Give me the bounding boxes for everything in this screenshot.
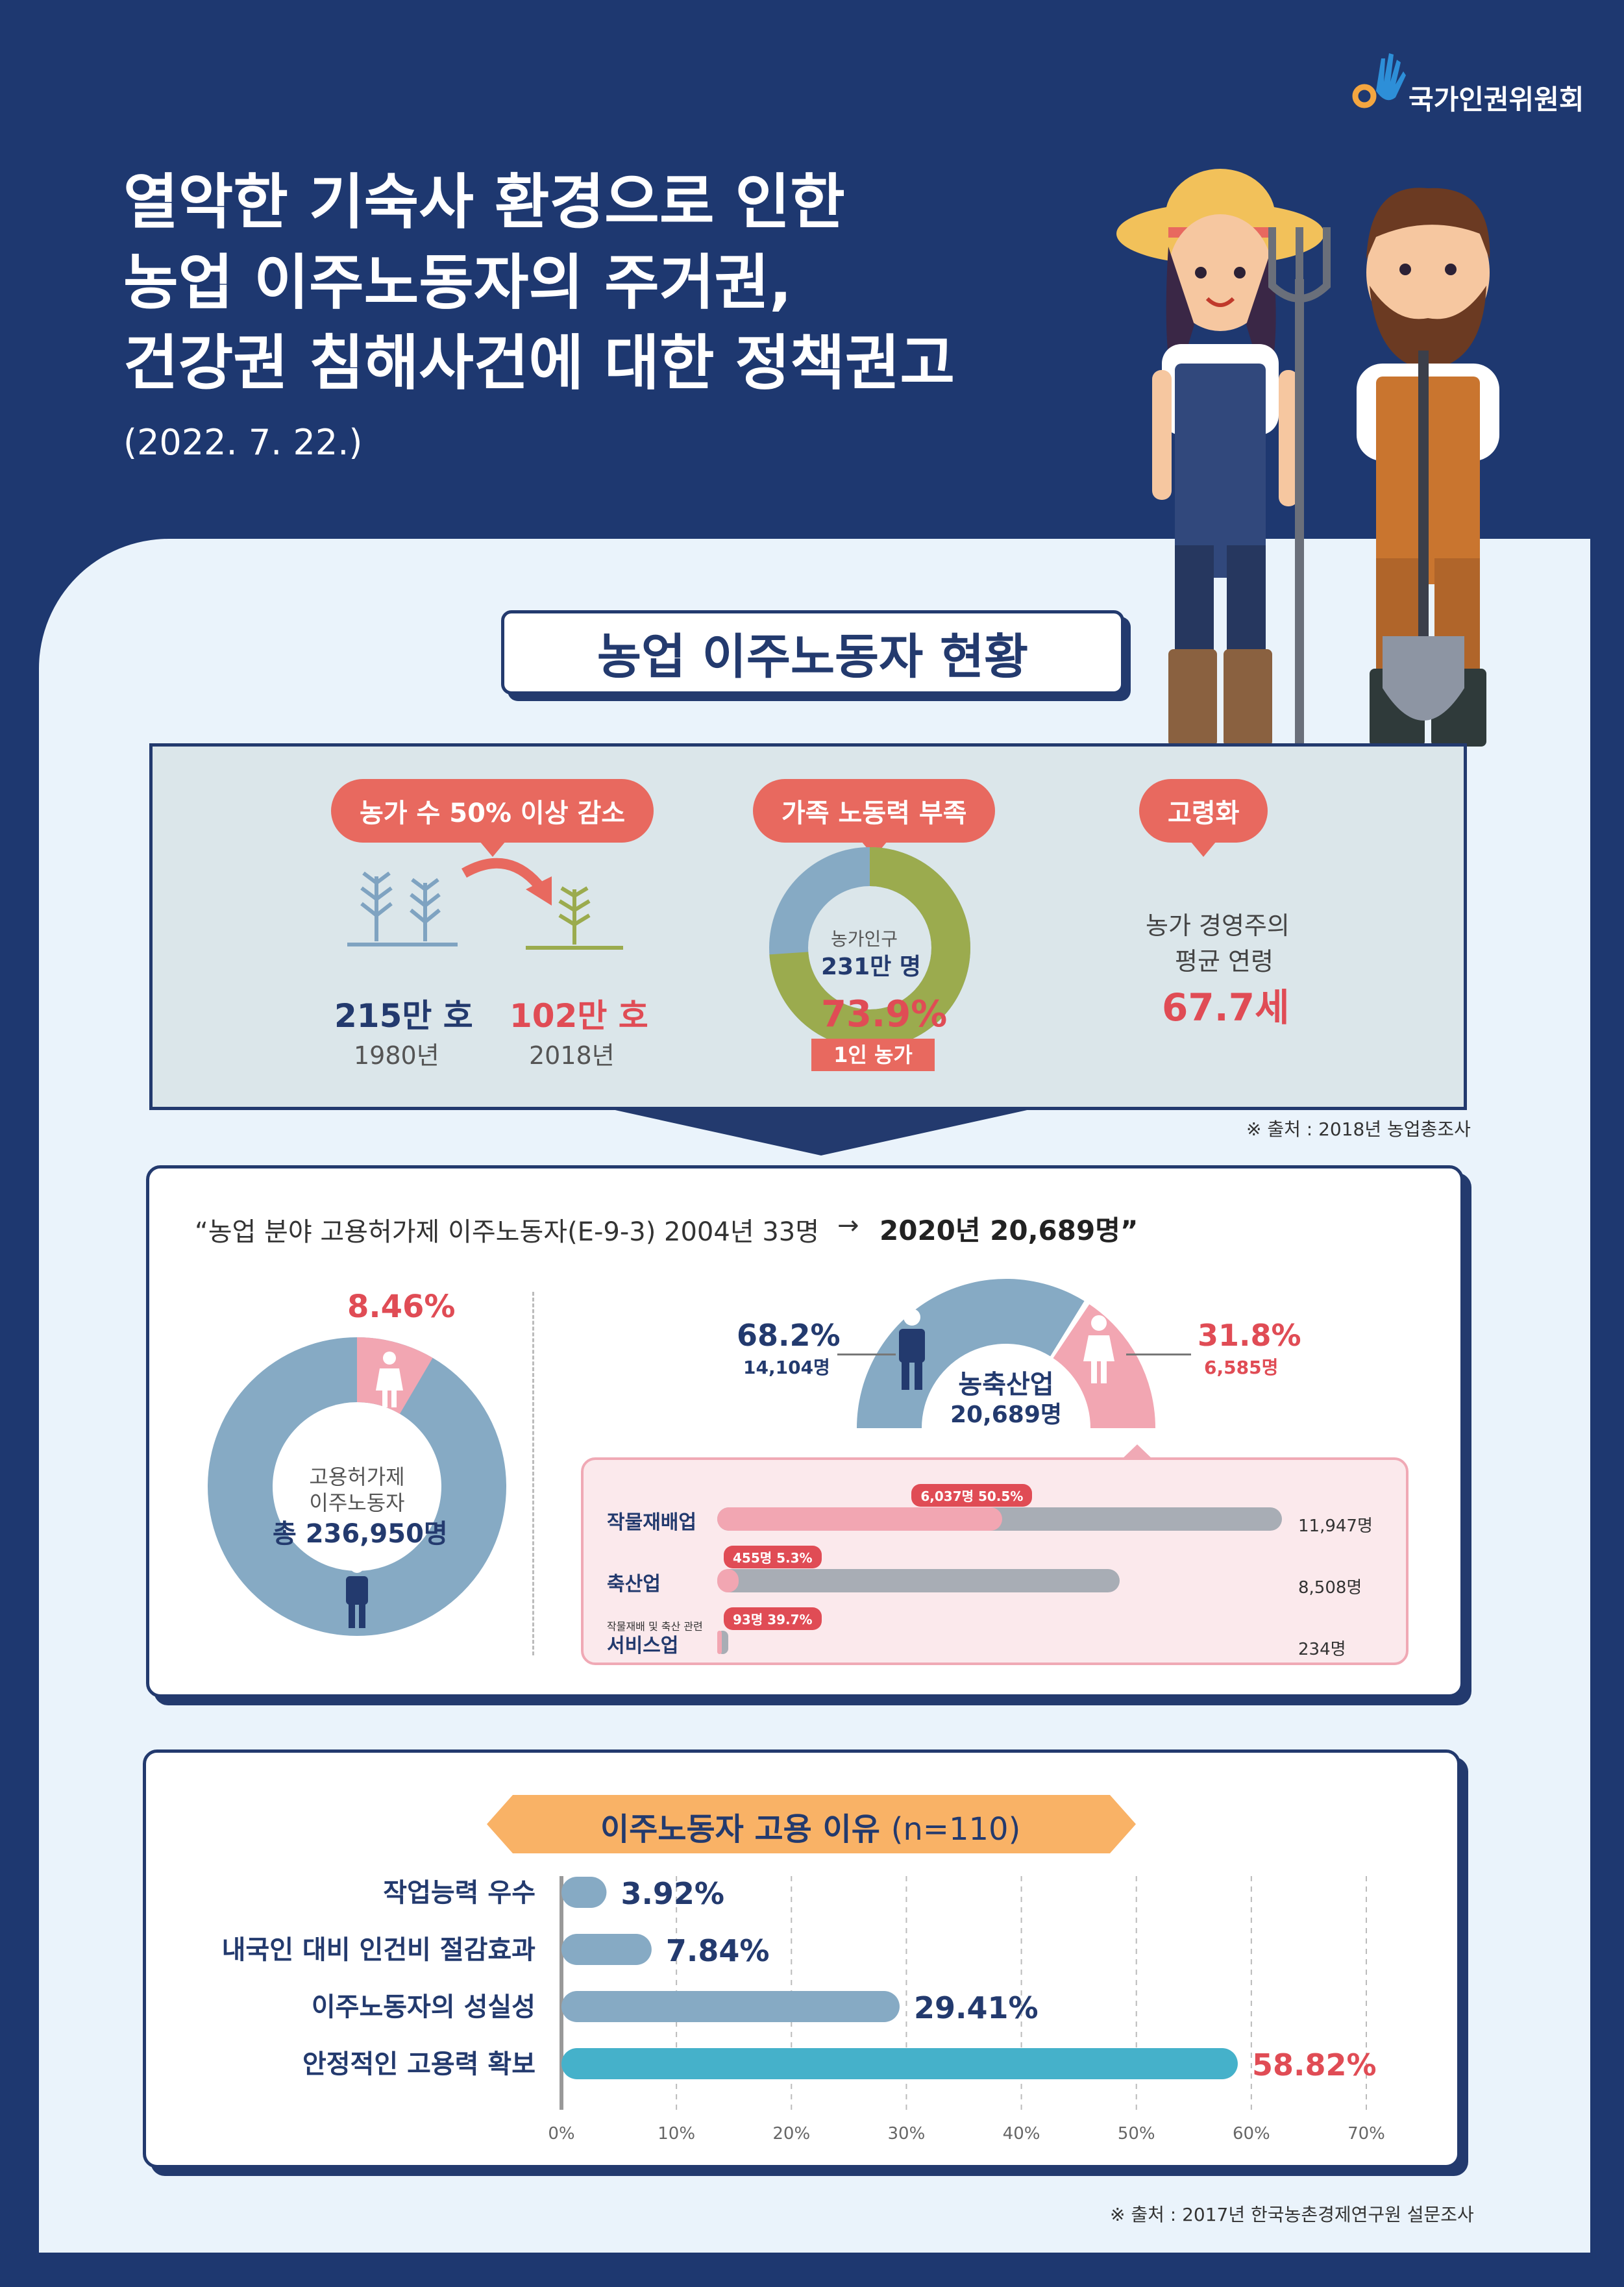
industry-label: 서비스업 (607, 1635, 679, 1657)
industry-total-label: 8,508명 (1298, 1578, 1362, 1598)
total-line-1: 고용허가제 (309, 1465, 405, 1489)
reason-bar (561, 1877, 607, 1908)
category-label: 안정적인 고용력 확보 (302, 2049, 535, 2079)
industry-female-bar (717, 1631, 722, 1654)
decline-after-value: 102만 호 (510, 997, 648, 1035)
family-center-label: 농가인구 (831, 928, 898, 950)
gauge-male-count: 14,104명 (743, 1357, 830, 1378)
family-tag: 1인 농가 (811, 1039, 935, 1071)
x-tick-label: 60% (1233, 2124, 1270, 2144)
x-tick-label: 0% (548, 2124, 574, 2144)
x-tick-label: 50% (1118, 2124, 1155, 2144)
reasons-box: 이주노동자 고용 이유 (n=110) 0% 10% 20% 30% 40% 50% 60%… (143, 1749, 1460, 2168)
divider (532, 1292, 534, 1655)
x-tick-label: 70% (1347, 2124, 1385, 2144)
org-logo: 국가인권위원회 (1350, 45, 1584, 117)
reason-bar (561, 2048, 1238, 2079)
reason-bar (561, 1934, 652, 1965)
section-title: 농업 이주노동자 현황 (501, 610, 1124, 695)
reasons-title-text: 이주노동자 고용 이유 (600, 1811, 880, 1848)
aging-desc-2: 평균 연령 (1175, 947, 1273, 976)
date: (2022. 7. 22.) (123, 422, 363, 463)
org-name: 국가인권위원회 (1409, 84, 1584, 116)
family-donut-chart (769, 847, 970, 1048)
industry-total-bar (717, 1569, 1120, 1592)
down-arrow (600, 1107, 1042, 1156)
total-line-2: 이주노동자 (309, 1490, 405, 1515)
quote-prefix: “농업 분야 고용허가제 이주노동자(E-9-3) 2004년 33명 (195, 1217, 820, 1247)
industry-female-callout: 93명 39.7% (724, 1607, 822, 1630)
decline-before-value: 215만 호 (334, 997, 473, 1035)
female-icon (376, 1352, 403, 1407)
family-label: 가족 노동력 부족 (753, 779, 996, 857)
value-label: 3.92% (621, 1876, 724, 1911)
value-label: 7.84% (666, 1933, 770, 1968)
value-label: 29.41% (914, 1990, 1039, 2025)
total-value: 총 236,950명 (273, 1519, 448, 1549)
decline-after-year: 2018년 (529, 1041, 615, 1070)
value-label: 58.82% (1252, 2047, 1377, 2083)
category-label: 이주노동자의 성실성 (312, 1992, 535, 2022)
workers-box: “농업 분야 고용허가제 이주노동자(E-9-3) 2004년 33명 → 20… (146, 1165, 1464, 1698)
gauge-female-percent: 31.8% (1198, 1318, 1301, 1353)
category-label: 작업능력 우수 (383, 1878, 535, 1908)
status-source: ※ 출처 : 2018년 농업총조사 (1246, 1119, 1471, 1140)
industry-small-label: 작물재배 및 축산 관련 (607, 1620, 703, 1633)
hand-logo-icon (1352, 53, 1406, 108)
reasons-bar-chart: 0% 10% 20% 30% 40% 50% 60% 70% 작업능력 우수 3.92% 내국인 대… (222, 1876, 1385, 2144)
category-label: 내국인 대비 인건비 절감효과 (222, 1935, 536, 1965)
reasons-n: (n=110) (891, 1811, 1021, 1848)
panel-pointer (1121, 1444, 1153, 1460)
page-title: 열악한 기숙사 환경으로 인한 농업 이주노동자의 주거권, 건강권 침해사건에… (123, 162, 955, 404)
gauge-center-1: 농축산업 (958, 1370, 1054, 1400)
wheat-icon (347, 871, 458, 946)
female-arc (208, 1337, 506, 1636)
x-tick-label: 20% (772, 2124, 810, 2144)
aging-label: 고령화 (1139, 779, 1268, 857)
reason-bar (561, 1991, 900, 2022)
curved-arrow-icon (461, 858, 552, 906)
quote-bold: 2020년 20,689명” (880, 1215, 1138, 1246)
industry-total-label: 234명 (1298, 1640, 1346, 1659)
decline-label: 농가 수 50% 이상 감소 (331, 779, 654, 857)
industry-female-bar (717, 1569, 739, 1592)
aging-value: 67.7세 (1162, 985, 1290, 1030)
gauge-female-icon (1083, 1315, 1114, 1383)
gauge-female-count: 6,585명 (1204, 1357, 1279, 1378)
gauge-center-2: 20,689명 (950, 1402, 1063, 1428)
industry-label: 작물재배업 (607, 1511, 696, 1534)
x-tick-label: 40% (1003, 2124, 1040, 2144)
reasons-source: ※ 출처 : 2017년 한국농촌경제연구원 설문조사 (1110, 2204, 1474, 2225)
title-line-3: 건강권 침해사건에 대한 정책권고 (123, 328, 955, 398)
industry-total-label: 11,947명 (1298, 1516, 1373, 1536)
status-box: 농가 수 50% 이상 감소 가족 노동력 부족 고령화 215만 호 1980… (149, 743, 1467, 1110)
industry-female-callout: 6,037명 50.5% (911, 1484, 1033, 1507)
family-arc (769, 847, 970, 1048)
decline-before-year: 1980년 (354, 1041, 439, 1070)
family-percent: 73.9% (821, 993, 948, 1035)
farmers-illustration (1116, 169, 1499, 747)
title-line-2: 농업 이주노동자의 주거권, (123, 248, 793, 317)
gauge-male-percent: 68.2% (737, 1318, 841, 1353)
gauge-male-icon (899, 1309, 925, 1390)
aging-desc-1: 농가 경영주의 (1146, 911, 1290, 940)
female-leader-line (1126, 1354, 1191, 1355)
industry-female-callout: 455명 5.3% (724, 1546, 822, 1568)
total-female-percent: 8.46% (347, 1289, 456, 1325)
reasons-title: 이주노동자 고용 이유 (n=110) (600, 1803, 1020, 1849)
male-leader-line (837, 1354, 896, 1355)
title-line-1: 열악한 기숙사 환경으로 인한 (123, 167, 845, 237)
industry-label: 축산업 (607, 1573, 661, 1596)
quote-arrow: → (837, 1211, 859, 1241)
x-tick-label: 30% (888, 2124, 926, 2144)
x-tick-label: 10% (658, 2124, 695, 2144)
family-center-value: 231만 명 (821, 954, 921, 980)
male-icon (346, 1559, 368, 1628)
industry-female-bar (717, 1507, 1003, 1531)
wheat-small-icon (526, 886, 623, 950)
reasons-title-banner (487, 1795, 1136, 1853)
